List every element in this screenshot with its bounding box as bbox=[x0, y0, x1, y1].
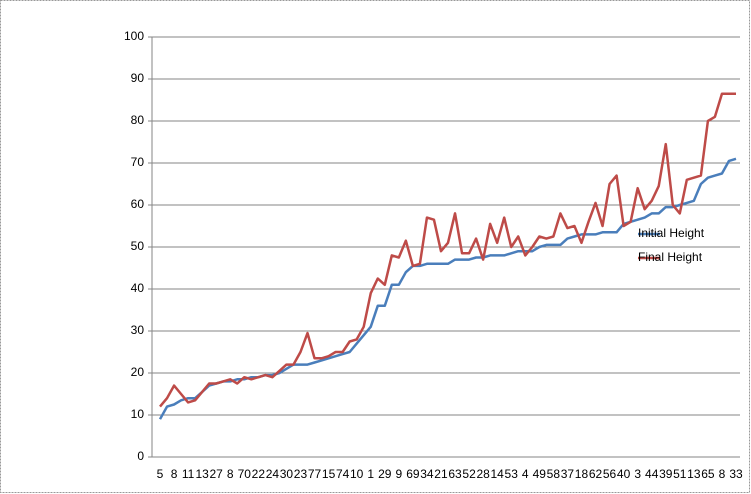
x-tick-label: 8 bbox=[719, 467, 726, 481]
y-tick-label: 30 bbox=[131, 323, 145, 337]
y-tick-label: 10 bbox=[131, 407, 145, 421]
x-tick-label: 30 bbox=[280, 467, 294, 481]
x-tick-label: 65 bbox=[701, 467, 715, 481]
x-tick-label: 28 bbox=[476, 467, 490, 481]
x-tick-label: 4 bbox=[522, 467, 529, 481]
x-tick-label: 53 bbox=[505, 467, 519, 481]
x-tick-label: 74 bbox=[336, 467, 350, 481]
x-tick-label: 13 bbox=[687, 467, 701, 481]
x-tick-label: 62 bbox=[589, 467, 603, 481]
y-tick-label: 0 bbox=[137, 449, 144, 463]
legend-label: Final Height bbox=[638, 250, 703, 264]
x-tick-label: 13 bbox=[195, 467, 209, 481]
x-tick-label: 8 bbox=[171, 467, 178, 481]
x-tick-label: 22 bbox=[252, 467, 266, 481]
x-tick-label: 37 bbox=[561, 467, 575, 481]
x-tick-label: 10 bbox=[350, 467, 364, 481]
x-tick-label: 21 bbox=[434, 467, 448, 481]
y-tick-label: 50 bbox=[131, 239, 145, 253]
x-tick-label: 9 bbox=[395, 467, 402, 481]
y-tick-label: 90 bbox=[131, 71, 145, 85]
x-tick-label: 14 bbox=[490, 467, 504, 481]
y-tick-label: 70 bbox=[131, 155, 145, 169]
x-tick-label: 69 bbox=[406, 467, 420, 481]
x-tick-label: 70 bbox=[238, 467, 252, 481]
x-tick-label: 49 bbox=[533, 467, 547, 481]
y-tick-label: 40 bbox=[131, 281, 145, 295]
legend-label: Initial Height bbox=[638, 226, 705, 240]
y-tick-label: 60 bbox=[131, 197, 145, 211]
y-tick-label: 100 bbox=[124, 29, 144, 43]
x-tick-label: 58 bbox=[547, 467, 561, 481]
x-tick-label: 44 bbox=[645, 467, 659, 481]
x-tick-label: 18 bbox=[575, 467, 589, 481]
x-tick-label: 5 bbox=[157, 467, 164, 481]
x-tick-label: 40 bbox=[617, 467, 631, 481]
x-tick-label: 51 bbox=[673, 467, 687, 481]
x-tick-label: 8 bbox=[227, 467, 234, 481]
x-tick-label: 27 bbox=[210, 467, 224, 481]
x-tick-label: 52 bbox=[462, 467, 476, 481]
x-tick-label: 33 bbox=[729, 467, 743, 481]
y-tick-label: 80 bbox=[131, 113, 145, 127]
x-tick-label: 15 bbox=[322, 467, 336, 481]
y-tick-label: 20 bbox=[131, 365, 145, 379]
x-tick-label: 63 bbox=[448, 467, 462, 481]
x-tick-label: 23 bbox=[294, 467, 308, 481]
data-line bbox=[159, 92, 736, 408]
x-tick-label: 3 bbox=[634, 467, 641, 481]
x-tick-label: 29 bbox=[378, 467, 392, 481]
x-tick-label: 34 bbox=[420, 467, 434, 481]
x-tick-label: 11 bbox=[182, 467, 195, 481]
x-tick-label: 39 bbox=[659, 467, 673, 481]
x-tick-label: 77 bbox=[308, 467, 322, 481]
x-tick-label: 24 bbox=[266, 467, 280, 481]
x-tick-label: 56 bbox=[603, 467, 617, 481]
x-tick-label: 1 bbox=[367, 467, 374, 481]
